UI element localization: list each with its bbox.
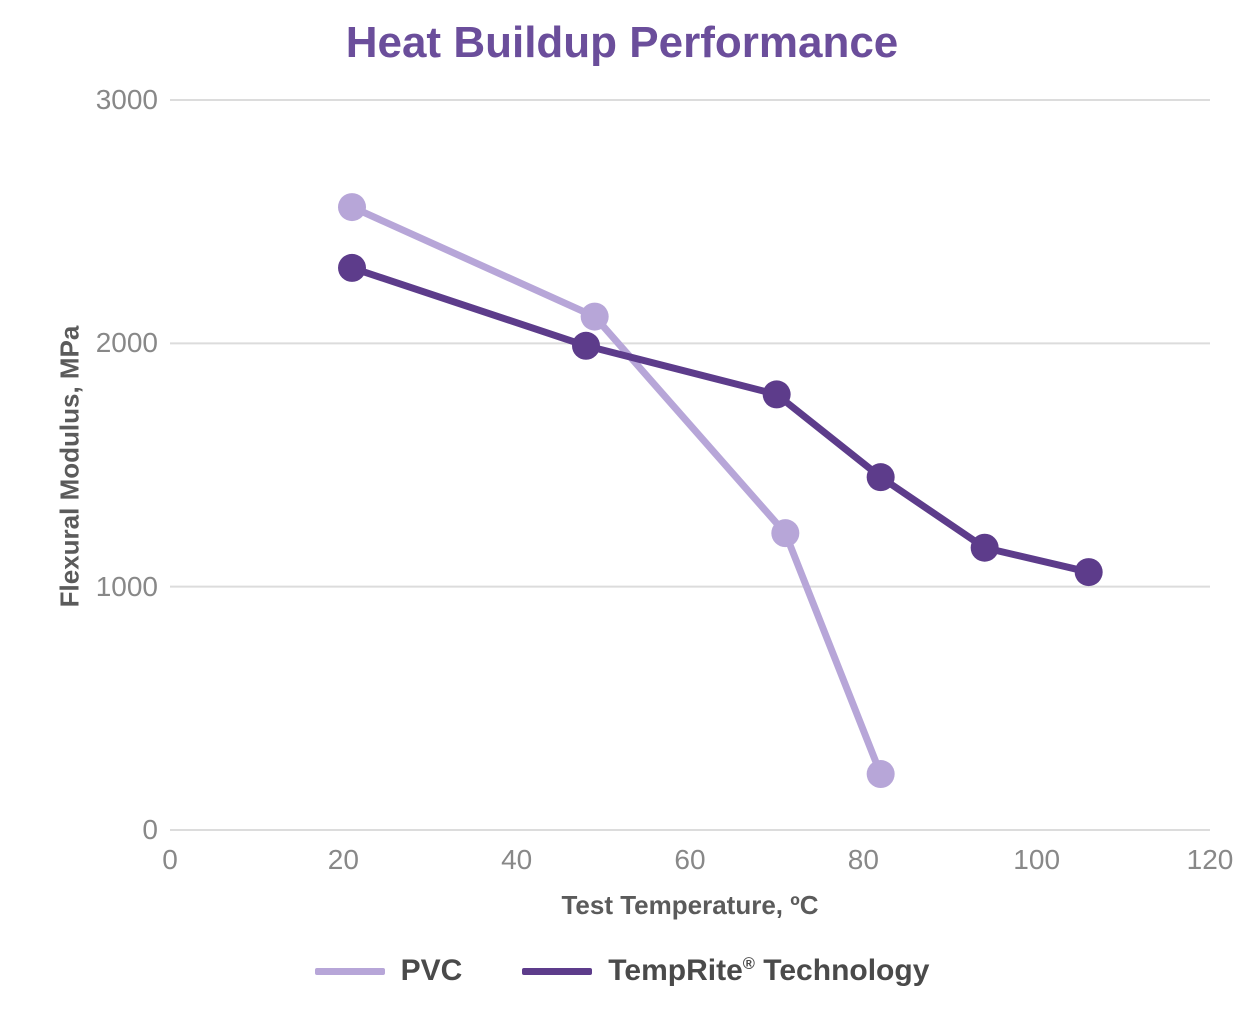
y-tick-label: 2000 bbox=[96, 327, 158, 359]
x-tick-label: 40 bbox=[487, 844, 547, 876]
series-line bbox=[352, 268, 1089, 572]
x-tick-label: 0 bbox=[140, 844, 200, 876]
chart-legend: PVC TempRite® Technology bbox=[0, 954, 1244, 988]
y-tick-label: 1000 bbox=[96, 571, 158, 603]
data-point bbox=[867, 760, 895, 788]
legend-label: TempRite® Technology bbox=[608, 954, 929, 988]
x-tick-label: 20 bbox=[313, 844, 373, 876]
data-point bbox=[971, 534, 999, 562]
data-point bbox=[771, 519, 799, 547]
x-axis-label: Test Temperature, ºC bbox=[170, 890, 1210, 921]
x-tick-label: 120 bbox=[1180, 844, 1240, 876]
data-point bbox=[1075, 558, 1103, 586]
x-tick-label: 100 bbox=[1007, 844, 1067, 876]
data-point bbox=[338, 193, 366, 221]
data-point bbox=[867, 463, 895, 491]
data-point bbox=[581, 303, 609, 331]
y-axis-label: Flexural Modulus, MPa bbox=[55, 317, 86, 617]
data-point bbox=[338, 254, 366, 282]
data-point bbox=[763, 380, 791, 408]
y-tick-label: 3000 bbox=[96, 84, 158, 116]
legend-swatch bbox=[315, 968, 385, 975]
legend-item: PVC bbox=[315, 954, 463, 988]
chart-container: Heat Buildup Performance 010002000300002… bbox=[0, 0, 1244, 1016]
data-point bbox=[572, 332, 600, 360]
legend-swatch bbox=[522, 968, 592, 975]
x-tick-label: 80 bbox=[833, 844, 893, 876]
legend-item: TempRite® Technology bbox=[522, 954, 929, 988]
y-tick-label: 0 bbox=[142, 814, 158, 846]
legend-label: PVC bbox=[401, 954, 463, 988]
x-tick-label: 60 bbox=[660, 844, 720, 876]
